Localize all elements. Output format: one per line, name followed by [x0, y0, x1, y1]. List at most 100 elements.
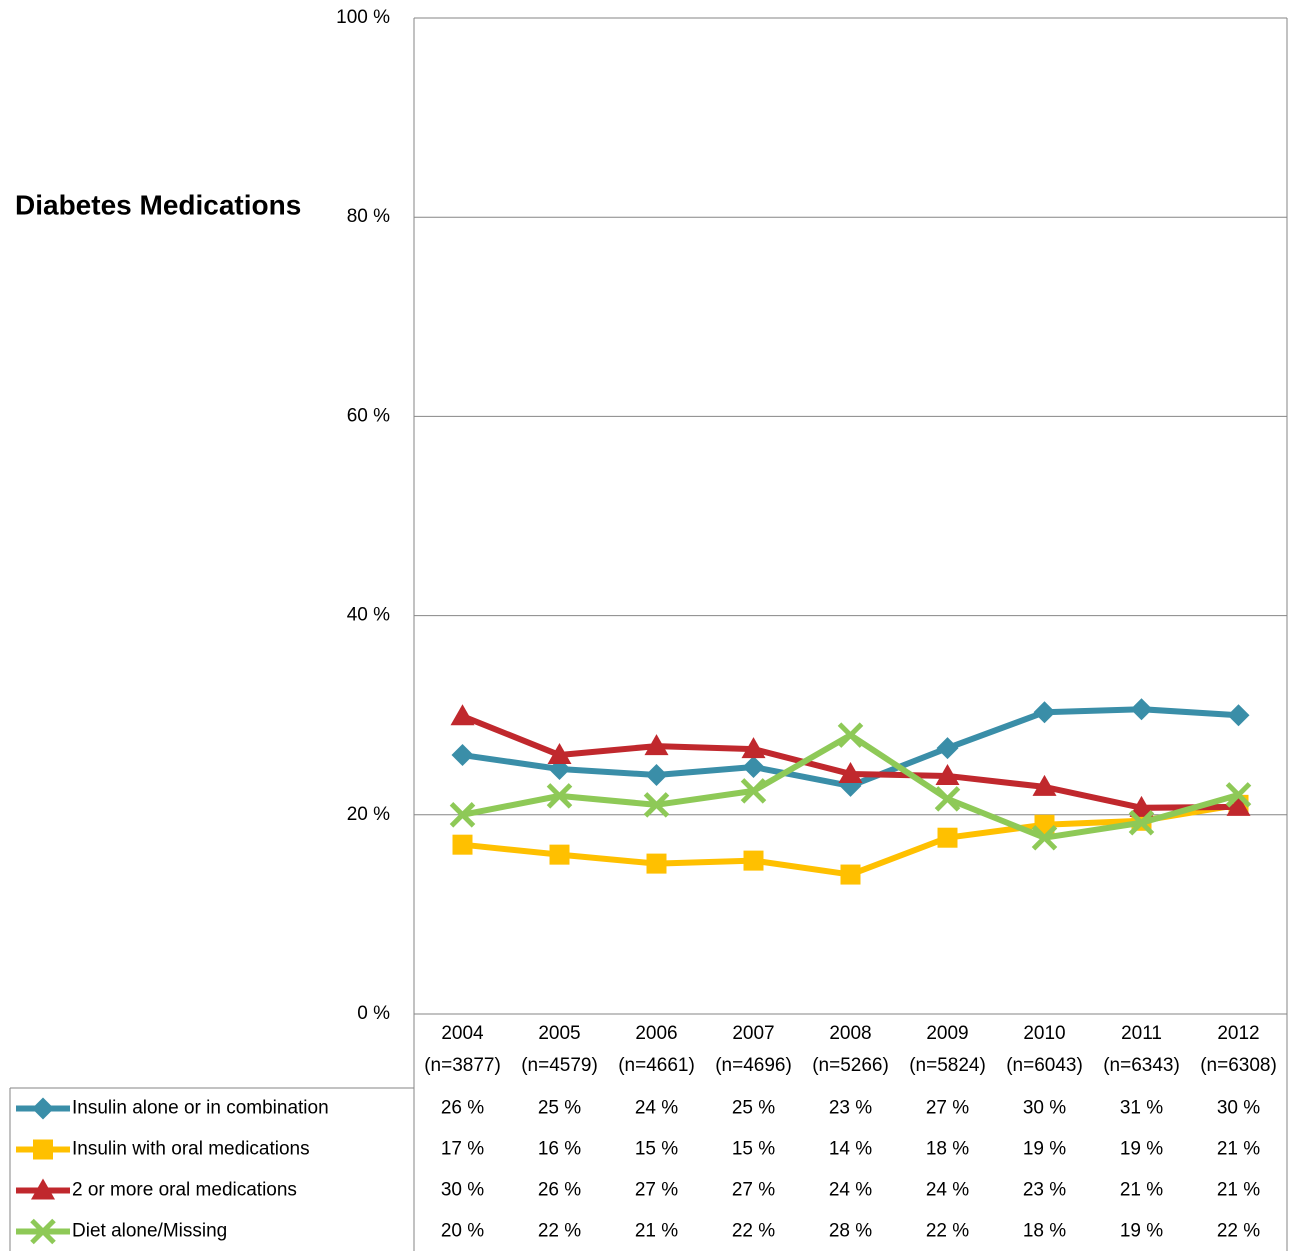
marker: [1226, 794, 1251, 816]
x-tick-label: (n=4661): [618, 1055, 695, 1076]
marker: [1033, 701, 1056, 724]
table-cell: 14 %: [829, 1139, 872, 1160]
marker: [643, 792, 670, 818]
x-tick-label: (n=4579): [521, 1055, 598, 1076]
y-tick-label: 40 %: [347, 605, 390, 626]
marker: [742, 755, 765, 778]
table-cell: 21 %: [635, 1221, 678, 1242]
marker: [644, 734, 669, 756]
x-tick-label: 2004: [441, 1023, 484, 1044]
marker: [451, 744, 474, 767]
table-cell: 19 %: [1023, 1139, 1066, 1160]
legend-label: Insulin with oral medications: [72, 1139, 310, 1160]
x-tick-label: (n=5824): [909, 1055, 986, 1076]
y-tick-label: 0 %: [357, 1003, 390, 1024]
marker: [838, 761, 863, 783]
x-tick-label: 2008: [829, 1023, 871, 1044]
marker: [1130, 698, 1153, 721]
y-tick-label: 100 %: [336, 7, 390, 28]
table-cell: 22 %: [538, 1221, 581, 1242]
y-tick-label: 60 %: [347, 405, 390, 426]
x-tick-label: 2012: [1217, 1023, 1259, 1044]
table-cell: 15 %: [635, 1139, 678, 1160]
marker: [547, 743, 572, 765]
table-cell: 23 %: [1023, 1180, 1066, 1201]
x-tick-label: 2009: [926, 1023, 968, 1044]
marker: [934, 786, 961, 812]
table-cell: 24 %: [635, 1098, 678, 1119]
x-tick-label: (n=3877): [424, 1055, 501, 1076]
marker: [646, 853, 667, 874]
marker: [1225, 782, 1252, 808]
x-tick-label: (n=6043): [1006, 1055, 1083, 1076]
marker: [1129, 795, 1154, 817]
marker: [740, 778, 767, 804]
x-tick-label: (n=6343): [1103, 1055, 1180, 1076]
table-cell: 27 %: [635, 1180, 678, 1201]
x-tick-label: 2005: [538, 1023, 580, 1044]
table-cell: 27 %: [732, 1180, 775, 1201]
y-tick-label: 20 %: [347, 804, 390, 825]
table-cell: 26 %: [538, 1180, 581, 1201]
marker: [935, 763, 960, 785]
marker: [549, 844, 570, 865]
table-cell: 21 %: [1217, 1139, 1260, 1160]
table-cell: 30 %: [1217, 1098, 1260, 1119]
marker: [449, 802, 476, 828]
table-cell: 26 %: [441, 1098, 484, 1119]
marker: [452, 834, 473, 855]
legend-label: Insulin alone or in combination: [72, 1098, 329, 1119]
legend-key-marker: [32, 1097, 54, 1120]
marker: [837, 722, 864, 748]
x-tick-label: 2010: [1023, 1023, 1065, 1044]
x-tick-label: 2011: [1121, 1023, 1162, 1044]
table-cell: 30 %: [1023, 1098, 1066, 1119]
table-cell: 25 %: [732, 1098, 775, 1119]
table-cell: 15 %: [732, 1139, 775, 1160]
marker: [743, 850, 764, 871]
marker: [645, 763, 668, 786]
table-cell: 20 %: [441, 1221, 484, 1242]
table-cell: 21 %: [1217, 1180, 1260, 1201]
table-cell: 22 %: [926, 1221, 969, 1242]
legend-key-marker: [31, 1178, 55, 1200]
marker: [1032, 774, 1057, 796]
legend-label: Diet alone/Missing: [72, 1221, 227, 1242]
marker: [936, 737, 959, 760]
chart-title: Diabetes Medications: [15, 189, 301, 220]
marker: [450, 704, 475, 726]
table-cell: 19 %: [1120, 1139, 1163, 1160]
legend-key-marker: [30, 1218, 56, 1245]
table-cell: 27 %: [926, 1098, 969, 1119]
legend-key-marker: [33, 1139, 53, 1160]
marker: [1128, 810, 1155, 836]
marker: [840, 864, 861, 885]
table-cell: 17 %: [441, 1139, 484, 1160]
legend-label: 2 or more oral medications: [72, 1180, 297, 1201]
x-tick-label: (n=6308): [1200, 1055, 1277, 1076]
marker: [937, 827, 958, 848]
table-cell: 22 %: [1217, 1221, 1260, 1242]
marker: [1031, 824, 1058, 851]
x-tick-label: 2006: [635, 1023, 677, 1044]
y-tick-label: 80 %: [347, 206, 390, 227]
table-cell: 22 %: [732, 1221, 775, 1242]
table-cell: 23 %: [829, 1098, 872, 1119]
table-cell: 16 %: [538, 1139, 581, 1160]
table-cell: 18 %: [1023, 1221, 1066, 1242]
marker: [741, 737, 766, 759]
table-cell: 18 %: [926, 1139, 969, 1160]
marker: [1227, 704, 1250, 727]
table-cell: 21 %: [1120, 1180, 1163, 1201]
x-tick-label: (n=5266): [812, 1055, 889, 1076]
table-cell: 30 %: [441, 1180, 484, 1201]
table-cell: 19 %: [1120, 1221, 1163, 1242]
table-cell: 24 %: [926, 1180, 969, 1201]
table-cell: 31 %: [1120, 1098, 1163, 1119]
marker: [546, 783, 573, 809]
x-tick-label: (n=4696): [715, 1055, 792, 1076]
table-cell: 25 %: [538, 1098, 581, 1119]
x-tick-label: 2007: [732, 1023, 774, 1044]
table-cell: 24 %: [829, 1180, 872, 1201]
